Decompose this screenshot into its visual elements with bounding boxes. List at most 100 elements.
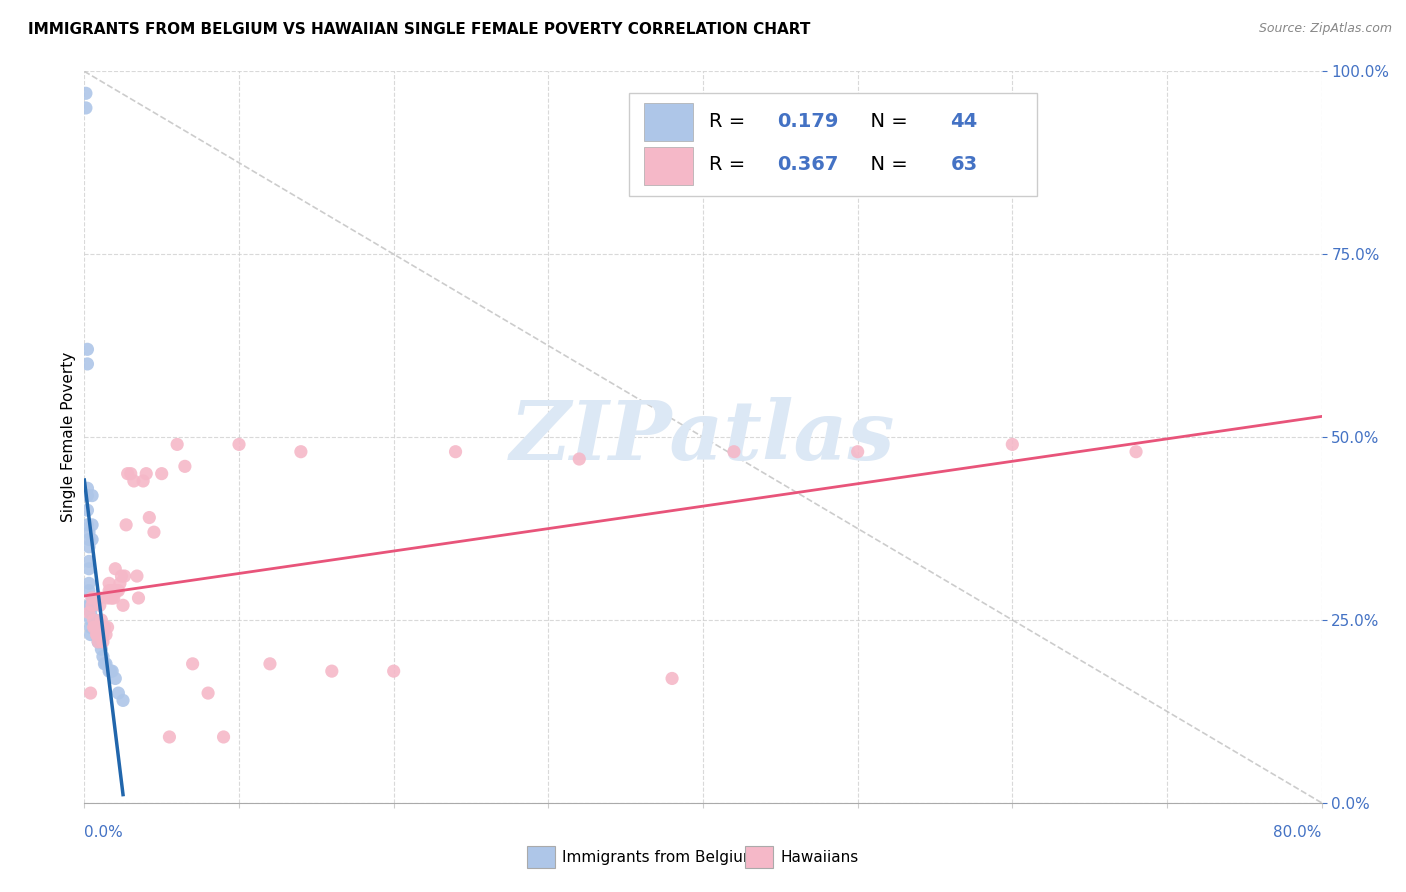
Point: [82, 599, 104, 613]
Point: [212, 730, 235, 744]
Point: [138, 510, 160, 524]
Point: [90, 613, 112, 627]
Point: [112, 693, 135, 707]
Point: [82, 591, 104, 605]
Text: N =: N =: [858, 112, 914, 130]
Point: [77, 576, 100, 591]
Point: [77, 606, 100, 620]
FancyBboxPatch shape: [644, 103, 693, 141]
Point: [382, 664, 405, 678]
FancyBboxPatch shape: [628, 94, 1038, 195]
Text: 0.179: 0.179: [778, 112, 838, 130]
Point: [98, 583, 121, 598]
Point: [125, 569, 148, 583]
Point: [94, 627, 117, 641]
Point: [91, 635, 114, 649]
Text: 0.367: 0.367: [778, 155, 838, 175]
Point: [103, 591, 125, 605]
Point: [87, 635, 110, 649]
Point: [87, 635, 110, 649]
Point: [290, 444, 312, 458]
Point: [96, 620, 118, 634]
Point: [444, 444, 467, 458]
Point: [79, 620, 101, 634]
Point: [77, 554, 100, 568]
Point: [77, 525, 100, 540]
Text: Hawaiians: Hawaiians: [780, 850, 859, 864]
Point: [117, 467, 139, 481]
Point: [107, 583, 129, 598]
Point: [132, 474, 155, 488]
Point: [197, 686, 219, 700]
Point: [159, 730, 180, 744]
Point: [76, 343, 98, 357]
Point: [1001, 437, 1024, 451]
Y-axis label: Single Female Poverty: Single Female Poverty: [60, 352, 76, 522]
Point: [75, 101, 97, 115]
Point: [84, 613, 107, 627]
Point: [89, 599, 111, 613]
Point: [93, 620, 115, 634]
Point: [100, 591, 122, 605]
Text: 0.0%: 0.0%: [84, 825, 124, 840]
Point: [228, 437, 250, 451]
Point: [79, 686, 101, 700]
Point: [94, 657, 117, 671]
Point: [104, 672, 127, 686]
Text: ZIPatlas: ZIPatlas: [510, 397, 896, 477]
Point: [77, 599, 100, 613]
Point: [100, 583, 122, 598]
Point: [82, 533, 104, 547]
Point: [86, 627, 108, 641]
Point: [181, 657, 204, 671]
Point: [96, 591, 118, 605]
Point: [77, 540, 100, 554]
Point: [100, 664, 122, 678]
Point: [122, 474, 145, 488]
Point: [79, 627, 101, 641]
Point: [75, 87, 97, 101]
Point: [115, 517, 138, 532]
Point: [661, 672, 683, 686]
Point: [90, 642, 112, 657]
Text: Immigrants from Belgium: Immigrants from Belgium: [562, 850, 758, 864]
Point: [105, 583, 128, 598]
Point: [77, 583, 100, 598]
Point: [107, 686, 129, 700]
Point: [82, 591, 104, 605]
Point: [259, 657, 281, 671]
Point: [84, 620, 107, 634]
Text: R =: R =: [709, 155, 752, 175]
Point: [83, 599, 105, 613]
Point: [83, 620, 105, 634]
Point: [86, 627, 108, 641]
Point: [98, 664, 121, 678]
Text: N =: N =: [858, 155, 914, 175]
Text: R =: R =: [709, 112, 752, 130]
Point: [76, 517, 98, 532]
Point: [321, 664, 343, 678]
Point: [87, 635, 110, 649]
Point: [86, 620, 108, 634]
Point: [98, 576, 121, 591]
Point: [79, 613, 101, 627]
Point: [108, 576, 131, 591]
Point: [79, 599, 101, 613]
Point: [723, 444, 745, 458]
Point: [101, 583, 124, 598]
Point: [82, 489, 104, 503]
Point: [76, 503, 98, 517]
Point: [112, 599, 135, 613]
Point: [83, 613, 105, 627]
Point: [174, 459, 197, 474]
Text: Source: ZipAtlas.com: Source: ZipAtlas.com: [1258, 22, 1392, 36]
Point: [104, 562, 127, 576]
Point: [77, 533, 100, 547]
Text: IMMIGRANTS FROM BELGIUM VS HAWAIIAN SINGLE FEMALE POVERTY CORRELATION CHART: IMMIGRANTS FROM BELGIUM VS HAWAIIAN SING…: [28, 22, 810, 37]
Point: [135, 467, 157, 481]
Text: 44: 44: [950, 112, 977, 130]
Point: [101, 664, 124, 678]
Point: [1125, 444, 1147, 458]
Point: [93, 657, 115, 671]
Point: [84, 620, 107, 634]
